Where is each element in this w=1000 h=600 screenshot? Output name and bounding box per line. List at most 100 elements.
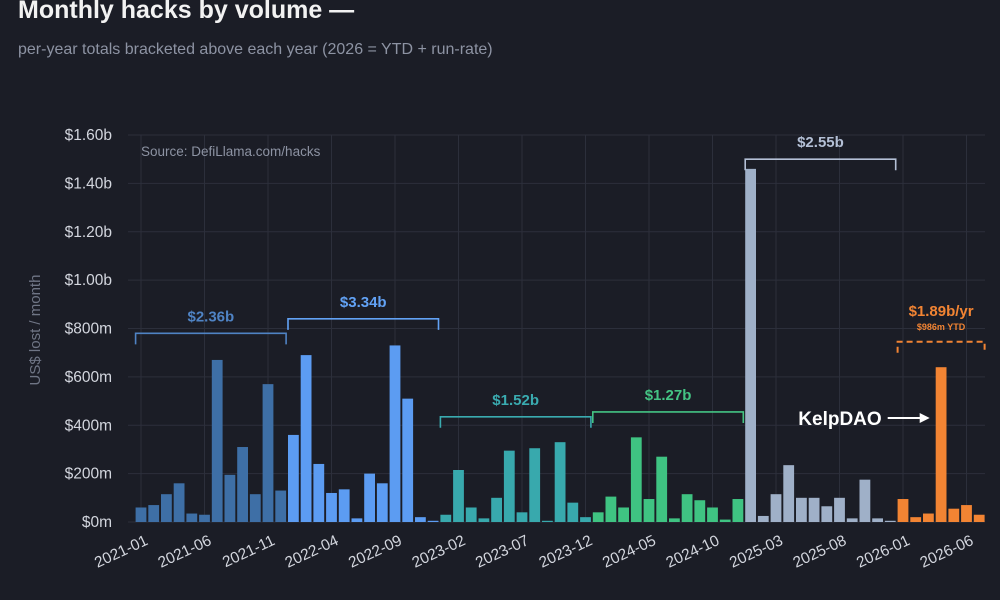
x-tick-label: 2022-09 [346, 532, 405, 571]
year-bracket [744, 158, 897, 171]
bar-2023 [503, 450, 515, 522]
x-tick-label: 2021-01 [92, 532, 151, 571]
bar-2026 [973, 514, 985, 522]
bar-2024 [732, 499, 744, 522]
bar-2021 [173, 483, 185, 522]
x-tick-label: 2021-11 [220, 532, 278, 571]
bar-2025 [783, 465, 795, 522]
bar-2024 [630, 437, 642, 522]
bar-2021 [186, 513, 198, 522]
y-tick-label: $400m [65, 417, 112, 434]
y-tick-label: $1.20b [65, 224, 112, 241]
year-total-label: $3.34b [340, 294, 387, 311]
bar-2022 [415, 517, 426, 522]
y-axis: $0m $200m $400m $600m $800m $1.00b $1.20b $1.40… [65, 127, 112, 531]
bar-2025 [872, 518, 883, 522]
bar-2024 [592, 512, 604, 522]
bar-2024 [681, 494, 693, 522]
bar-2021 [224, 474, 236, 522]
bar-2025 [770, 494, 782, 522]
year-bracket [134, 332, 287, 345]
bar-2026 [897, 499, 909, 522]
bar-2025 [821, 506, 833, 522]
bar-2024 [605, 496, 617, 522]
bar-2021 [211, 359, 223, 522]
bar-2026 [935, 367, 947, 522]
y-tick-label: $600m [65, 369, 112, 386]
bar-2022 [427, 520, 439, 522]
year-total-label: $1.89b/yr [909, 303, 974, 320]
year-bracket [439, 415, 592, 428]
bar-2023 [465, 507, 477, 522]
bar-2023 [478, 518, 490, 522]
bar-2025 [834, 497, 845, 522]
x-tick-label: 2024-10 [663, 532, 722, 572]
x-tick-label: 2026-06 [917, 532, 976, 571]
chart-subtitle: per-year totals bracketed above each yea… [18, 41, 493, 58]
bar-2024 [656, 456, 668, 522]
bar-2023 [440, 514, 452, 522]
y-tick-label: $1.60b [65, 127, 112, 144]
x-tick-label: 2023-12 [536, 532, 595, 571]
bar-2022 [338, 489, 350, 522]
x-tick-label: 2025-03 [727, 532, 786, 571]
bar-2022 [364, 473, 375, 522]
ytd-label: $986m YTD [917, 322, 966, 332]
year-brackets: $2.36b $3.34b $1.52b $1.27b $2.55b $1.89b/yr $… [134, 134, 986, 428]
bar-2021 [237, 447, 248, 522]
bar-2022 [300, 355, 312, 522]
bar-2026 [910, 517, 922, 522]
year-bracket [287, 318, 440, 330]
year-total-label: $1.27b [645, 387, 692, 404]
bar-2021 [199, 514, 210, 522]
year-total-label: $2.36b [187, 308, 234, 325]
bar-2024 [618, 507, 629, 522]
kelpdao-label: KelpDAO [798, 409, 881, 430]
bar-2025 [808, 497, 820, 522]
bar-2022 [313, 463, 325, 522]
bar-2022 [402, 398, 414, 522]
bar-2021 [275, 490, 287, 522]
year-total-label: $2.55b [797, 134, 844, 151]
bar-2023 [529, 448, 541, 522]
bar-2023 [516, 512, 528, 522]
chart-title: Monthly hacks by volume — [18, 0, 354, 24]
y-tick-label: $1.00b [65, 272, 112, 289]
x-tick-label: 2024-05 [600, 532, 659, 571]
bar-2024 [719, 519, 731, 522]
y-tick-label: $1.40b [65, 175, 112, 192]
bar-2024 [669, 518, 680, 522]
bar-2021 [262, 384, 274, 522]
bar-2026 [923, 513, 934, 522]
x-axis: 2021-01 2021-06 2021-11 2022-04 2022-09 2023-… [92, 532, 976, 572]
bar-2024 [643, 499, 655, 522]
x-tick-label: 2023-07 [473, 532, 532, 571]
bar-2022 [351, 518, 363, 522]
x-tick-label: 2021-06 [155, 532, 214, 571]
bar-2022 [326, 492, 337, 522]
bar-2021 [148, 505, 160, 522]
bar-2024 [694, 500, 706, 522]
bar-2023 [580, 517, 591, 522]
bar-2023 [542, 520, 553, 522]
bar-2023 [453, 469, 464, 522]
bar-2021 [135, 507, 147, 522]
y-tick-label: $800m [65, 321, 112, 338]
bar-2025 [796, 497, 807, 522]
bar-2026 [948, 508, 960, 522]
year-total-label: $1.52b [492, 392, 539, 409]
y-tick-label: $200m [65, 466, 112, 483]
bar-2025 [757, 515, 769, 522]
bar-2025 [884, 520, 896, 522]
bar-2023 [567, 502, 579, 522]
year-bracket [592, 411, 745, 423]
x-tick-label: 2023-02 [409, 532, 468, 571]
bar-2022 [288, 434, 299, 522]
bar-2024 [707, 507, 718, 522]
source-note: Source: DefiLlama.com/hacks [141, 144, 321, 159]
bar-2025 [745, 168, 756, 523]
bars [135, 168, 985, 523]
bar-2021 [161, 494, 172, 522]
annotation: KelpDAO [798, 409, 930, 430]
year-bracket [896, 340, 986, 353]
